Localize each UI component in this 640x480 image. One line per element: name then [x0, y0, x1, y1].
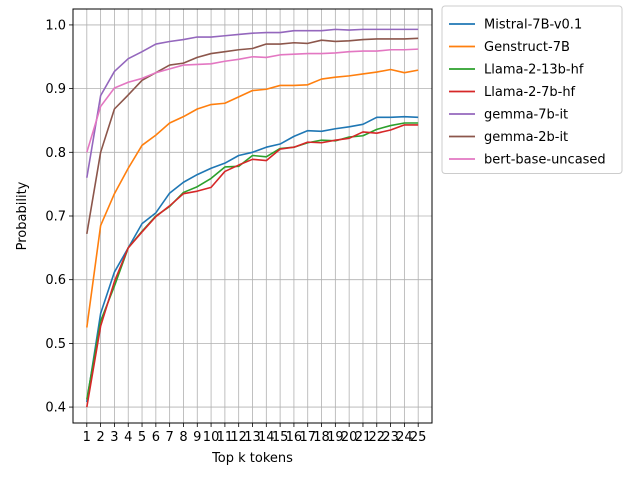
x-tick-label: 3 — [110, 430, 118, 445]
x-axis-label: Top k tokens — [211, 451, 293, 466]
x-tick-label: 7 — [166, 430, 174, 445]
legend-entry-label: Mistral-7B-v0.1 — [484, 18, 582, 33]
x-tick-label: 19 — [327, 430, 344, 445]
x-tick-label: 22 — [368, 430, 385, 445]
x-tick-label: 12 — [230, 430, 247, 445]
x-tick-label: 1 — [83, 430, 91, 445]
x-tick-label: 9 — [193, 430, 201, 445]
grid — [73, 9, 432, 423]
legend-entry-label: Genstruct-7B — [484, 40, 570, 55]
x-tick-label: 16 — [286, 430, 303, 445]
y-tick-label: 0.8 — [45, 146, 66, 161]
series-line-genstruct-7b — [86, 68, 419, 328]
y-axis-label: Probability — [15, 181, 30, 250]
series-line-llama-2-7b-hf — [86, 124, 419, 408]
y-tick-label: 0.5 — [45, 337, 66, 352]
legend-entry-label: gemma-2b-it — [484, 130, 568, 145]
series-line-mistral-7b-v0-1 — [86, 115, 419, 403]
y-axis-ticks: 0.4 0.5 0.6 0.7 0.8 0.9 1.0 — [45, 18, 73, 416]
x-tick-label: 10 — [203, 430, 220, 445]
y-tick-label: 0.9 — [45, 82, 66, 97]
x-tick-label: 23 — [382, 430, 399, 445]
legend: Mistral-7B-v0.1 Genstruct-7B Llama-2-13b-h… — [441, 5, 623, 174]
x-tick-label: 14 — [258, 430, 275, 445]
x-tick-label: 4 — [124, 430, 132, 445]
legend-box — [441, 5, 623, 174]
x-tick-label: 21 — [355, 430, 372, 445]
x-tick-label: 24 — [396, 430, 413, 445]
series-line-gemma-7b-it — [86, 28, 419, 178]
x-tick-label: 13 — [244, 430, 261, 445]
x-tick-label: 20 — [341, 430, 358, 445]
series-line-gemma-2b-it — [86, 37, 419, 234]
y-tick-label: 0.6 — [45, 273, 66, 288]
legend-entry-label: gemma-7b-it — [484, 108, 568, 123]
legend-entry-label: bert-base-uncased — [484, 153, 606, 168]
x-tick-label: 2 — [96, 430, 104, 445]
y-tick-label: 0.7 — [45, 210, 66, 225]
x-tick-label: 17 — [299, 430, 316, 445]
x-tick-label: 25 — [410, 430, 427, 445]
series-lines — [86, 28, 419, 408]
x-tick-label: 11 — [217, 430, 234, 445]
x-tick-label: 5 — [138, 430, 146, 445]
y-tick-label: 0.4 — [45, 401, 66, 416]
y-tick-label: 1.0 — [45, 18, 66, 33]
x-axis-ticks: 1 2 3 4 5 6 7 8 9 1011121314151617181920212223242… — [83, 423, 427, 445]
legend-entry-label: Llama-2-7b-hf — [484, 85, 576, 100]
x-tick-label: 15 — [272, 430, 289, 445]
x-tick-label: 6 — [152, 430, 160, 445]
x-tick-label: 18 — [313, 430, 330, 445]
series-line-bert-base-uncased — [86, 48, 419, 153]
legend-entry-label: Llama-2-13b-hf — [484, 63, 584, 78]
x-tick-label: 8 — [179, 430, 187, 445]
